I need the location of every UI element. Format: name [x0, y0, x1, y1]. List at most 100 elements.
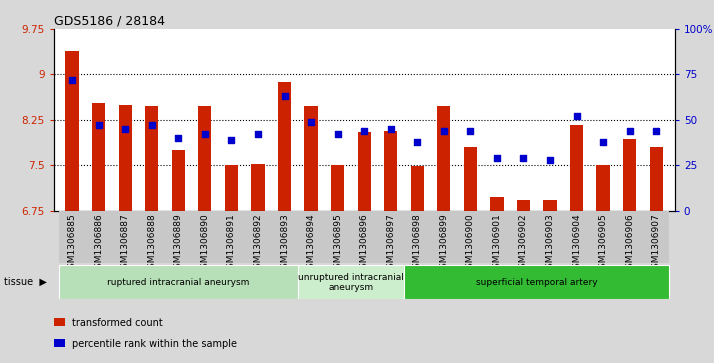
- Bar: [483, 211, 510, 263]
- Point: [306, 119, 317, 125]
- Text: GSM1306888: GSM1306888: [147, 213, 156, 274]
- Text: GSM1306891: GSM1306891: [227, 213, 236, 274]
- Bar: [537, 211, 563, 263]
- Text: GSM1306896: GSM1306896: [360, 213, 368, 274]
- Bar: [165, 211, 191, 263]
- Bar: [616, 211, 643, 263]
- Point: [252, 131, 263, 137]
- Bar: [543, 200, 557, 211]
- Text: GSM1306907: GSM1306907: [652, 213, 660, 274]
- Text: GSM1306895: GSM1306895: [333, 213, 342, 274]
- Text: GSM1306892: GSM1306892: [253, 213, 263, 274]
- Text: superficial temporal artery: superficial temporal artery: [476, 278, 598, 287]
- Text: GSM1306906: GSM1306906: [625, 213, 634, 274]
- Text: GSM1306898: GSM1306898: [413, 213, 422, 274]
- Bar: [92, 103, 106, 211]
- Bar: [304, 106, 318, 211]
- Bar: [623, 139, 636, 211]
- Bar: [331, 165, 344, 211]
- Bar: [54, 339, 65, 347]
- Point: [650, 128, 662, 134]
- Point: [278, 93, 290, 99]
- Bar: [570, 125, 583, 211]
- Point: [518, 155, 529, 161]
- Point: [570, 113, 582, 119]
- Bar: [66, 52, 79, 211]
- Bar: [139, 211, 165, 263]
- Bar: [351, 211, 378, 263]
- Bar: [463, 147, 477, 211]
- Text: GSM1306901: GSM1306901: [493, 213, 501, 274]
- Text: GSM1306894: GSM1306894: [306, 213, 316, 274]
- Point: [358, 128, 370, 134]
- Text: GSM1306889: GSM1306889: [174, 213, 183, 274]
- Text: GSM1306886: GSM1306886: [94, 213, 104, 274]
- Bar: [384, 131, 397, 211]
- Text: GSM1306890: GSM1306890: [201, 213, 209, 274]
- Point: [491, 155, 503, 161]
- Bar: [59, 211, 86, 263]
- Bar: [119, 105, 132, 211]
- Text: GSM1306899: GSM1306899: [439, 213, 448, 274]
- Text: GSM1306897: GSM1306897: [386, 213, 395, 274]
- Text: GSM1306887: GSM1306887: [121, 213, 130, 274]
- Text: tissue  ▶: tissue ▶: [4, 277, 46, 287]
- Point: [465, 128, 476, 134]
- Point: [598, 139, 609, 144]
- Point: [411, 139, 423, 144]
- Bar: [643, 211, 670, 263]
- Bar: [298, 265, 404, 299]
- Point: [173, 135, 184, 141]
- Bar: [86, 211, 112, 263]
- Bar: [54, 318, 65, 326]
- Text: GSM1306893: GSM1306893: [280, 213, 289, 274]
- Text: GSM1306905: GSM1306905: [598, 213, 608, 274]
- Bar: [378, 211, 404, 263]
- Bar: [171, 150, 185, 211]
- Bar: [324, 211, 351, 263]
- Bar: [517, 200, 530, 211]
- Bar: [145, 106, 159, 211]
- Text: ruptured intracranial aneurysm: ruptured intracranial aneurysm: [107, 278, 249, 287]
- Point: [544, 157, 555, 163]
- Bar: [251, 164, 265, 211]
- Point: [93, 122, 104, 128]
- Bar: [59, 265, 298, 299]
- Bar: [112, 211, 139, 263]
- Text: unruptured intracranial
aneurysm: unruptured intracranial aneurysm: [298, 273, 404, 292]
- Text: GSM1306904: GSM1306904: [572, 213, 581, 274]
- Point: [624, 128, 635, 134]
- Bar: [437, 106, 451, 211]
- Point: [146, 122, 158, 128]
- Bar: [431, 211, 457, 263]
- Bar: [198, 106, 211, 211]
- Bar: [404, 211, 431, 263]
- Point: [332, 131, 343, 137]
- Point: [385, 126, 396, 132]
- Text: GDS5186 / 28184: GDS5186 / 28184: [54, 15, 164, 28]
- Bar: [491, 197, 503, 211]
- Bar: [411, 166, 424, 211]
- Bar: [590, 211, 616, 263]
- Bar: [278, 82, 291, 211]
- Bar: [596, 165, 610, 211]
- Text: GSM1306885: GSM1306885: [68, 213, 76, 274]
- Bar: [218, 211, 245, 263]
- Bar: [457, 211, 483, 263]
- Point: [226, 137, 237, 143]
- Bar: [358, 132, 371, 211]
- Point: [438, 128, 450, 134]
- Bar: [225, 165, 238, 211]
- Text: GSM1306900: GSM1306900: [466, 213, 475, 274]
- Text: percentile rank within the sample: percentile rank within the sample: [72, 339, 237, 349]
- Bar: [191, 211, 218, 263]
- Point: [119, 126, 131, 132]
- Bar: [563, 211, 590, 263]
- Bar: [404, 265, 670, 299]
- Point: [199, 131, 211, 137]
- Text: transformed count: transformed count: [72, 318, 163, 328]
- Bar: [245, 211, 271, 263]
- Point: [66, 77, 78, 83]
- Bar: [271, 211, 298, 263]
- Bar: [650, 147, 663, 211]
